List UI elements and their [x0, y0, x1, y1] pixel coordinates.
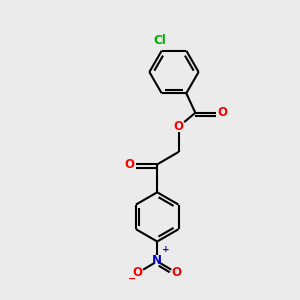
Text: O: O — [133, 266, 143, 279]
Text: +: + — [162, 245, 169, 254]
Text: O: O — [174, 120, 184, 133]
Text: O: O — [218, 106, 228, 119]
Text: O: O — [172, 266, 182, 279]
Text: O: O — [124, 158, 134, 171]
Text: −: − — [128, 274, 136, 284]
Text: N: N — [152, 254, 162, 267]
Text: Cl: Cl — [154, 34, 167, 47]
